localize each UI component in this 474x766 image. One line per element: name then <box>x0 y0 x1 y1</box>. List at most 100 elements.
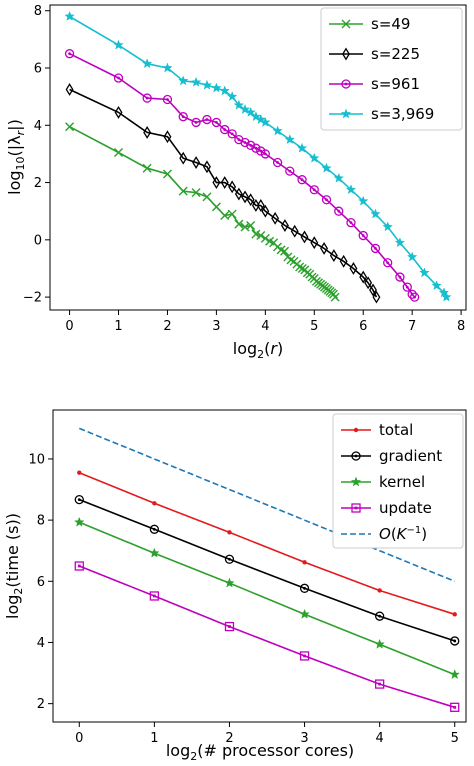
top-data-point <box>220 124 230 135</box>
top-data-point <box>419 267 430 278</box>
top-data-point <box>143 126 152 139</box>
top-data-point <box>333 172 344 183</box>
bottom-x-tick-label: 1 <box>150 731 158 746</box>
top-data-point <box>64 49 75 59</box>
top-data-point <box>358 230 368 241</box>
top-series-4 <box>64 11 452 302</box>
top-data-point <box>402 282 412 292</box>
top-data-point <box>141 58 153 69</box>
top-data-point <box>260 233 270 243</box>
top-data-point <box>345 184 357 195</box>
bottom-series-line <box>78 521 455 676</box>
top-y-tick-label: 6 <box>34 62 42 77</box>
bottom-legend-marker <box>353 427 359 433</box>
top-data-point <box>219 85 231 96</box>
bottom-y-axis-label: log2(time (s)) <box>3 513 25 619</box>
top-data-point <box>211 82 222 93</box>
bottom-data-point <box>77 470 82 475</box>
bottom-legend-marker <box>351 503 361 513</box>
bottom-data-point <box>74 494 84 505</box>
top-data-point <box>358 195 369 206</box>
top-data-point <box>142 163 152 173</box>
bottom-x-tick-label: 2 <box>225 731 233 746</box>
top-data-point <box>370 243 381 254</box>
top-data-point <box>300 230 309 244</box>
top-data-point <box>334 206 344 216</box>
bottom-y-tick-label: 6 <box>37 575 45 590</box>
top-data-point <box>261 204 270 218</box>
bottom-series-2 <box>74 494 460 646</box>
top-y-tick-label: 4 <box>34 119 42 134</box>
top-data-point <box>409 292 420 302</box>
bottom-data-point <box>299 608 310 619</box>
top-data-point <box>163 130 172 144</box>
bottom-legend-label: kernel <box>379 473 425 491</box>
top-data-point <box>234 219 244 229</box>
bottom-chart-ticks: 0 1 2 3 4 5 2 4 6 8 10 <box>28 452 458 746</box>
top-data-point <box>142 93 152 103</box>
top-data-point <box>431 280 442 291</box>
top-data-point <box>192 156 201 169</box>
top-data-point <box>191 188 201 198</box>
top-data-point <box>162 94 173 105</box>
top-data-point <box>285 166 295 176</box>
top-x-tick-label: 4 <box>261 319 269 334</box>
top-data-point <box>114 147 124 157</box>
top-data-point <box>178 75 189 86</box>
bottom-y-tick-label: 2 <box>37 697 45 712</box>
top-data-point <box>295 262 305 272</box>
top-data-point <box>211 117 222 128</box>
top-data-point <box>382 221 393 232</box>
top-data-point <box>394 237 406 248</box>
top-data-point <box>395 272 405 282</box>
top-data-point <box>250 111 262 122</box>
bottom-series-line <box>78 427 456 583</box>
bottom-data-point <box>152 501 157 506</box>
top-data-point <box>251 143 261 153</box>
top-data-point <box>202 160 211 174</box>
bottom-data-point <box>74 561 84 571</box>
bottom-series-line <box>78 471 455 616</box>
top-data-point <box>308 152 320 163</box>
top-legend-label: s=3,969 <box>371 105 434 123</box>
top-data-point <box>202 192 212 202</box>
top-series-1 <box>65 122 340 302</box>
bottom-data-point <box>224 554 235 564</box>
top-x-tick-label: 3 <box>212 319 220 334</box>
top-data-point <box>201 79 213 90</box>
top-data-point <box>255 114 267 124</box>
top-data-point <box>65 122 75 132</box>
top-x-axis-label: log2(r) <box>233 339 283 361</box>
top-data-point <box>64 11 75 21</box>
top-data-point <box>346 218 356 228</box>
bottom-plot-frame <box>52 409 467 723</box>
top-data-point <box>280 219 289 232</box>
bottom-series-3 <box>74 516 461 680</box>
bottom-chart: 0 1 2 3 4 5 2 4 6 8 10 log2(# processor cores) log… <box>3 409 467 763</box>
bottom-series-1 <box>77 470 457 617</box>
bottom-y-tick-label: 4 <box>37 636 45 651</box>
bottom-legend-label: O(K−1) <box>379 525 427 543</box>
bottom-data-point <box>299 583 310 593</box>
top-legend-label: s=225 <box>371 45 420 63</box>
bottom-x-tick-label: 5 <box>451 731 459 746</box>
top-data-point <box>220 210 230 220</box>
bottom-series-line <box>79 498 455 642</box>
top-chart-ticks: 0 1 2 3 4 5 6 7 8 −2 0 2 4 6 8 <box>23 4 465 334</box>
top-data-point <box>228 180 237 194</box>
bottom-data-point <box>452 612 457 617</box>
top-legend-label: s=49 <box>371 15 410 33</box>
bottom-data-point <box>449 669 461 680</box>
top-data-point <box>239 103 251 114</box>
bottom-data-point <box>149 524 160 534</box>
bottom-legend-label: update <box>379 499 432 517</box>
top-legend: s=49 s=225 s=961 s=3,969 <box>320 7 463 131</box>
top-x-tick-label: 1 <box>114 319 122 334</box>
top-x-tick-label: 2 <box>163 319 171 334</box>
top-data-point <box>383 258 393 268</box>
top-data-point <box>251 229 261 239</box>
top-legend-marker <box>341 19 351 29</box>
top-data-point <box>114 105 123 119</box>
bottom-x-axis-label: log2(# processor cores) <box>166 741 354 763</box>
